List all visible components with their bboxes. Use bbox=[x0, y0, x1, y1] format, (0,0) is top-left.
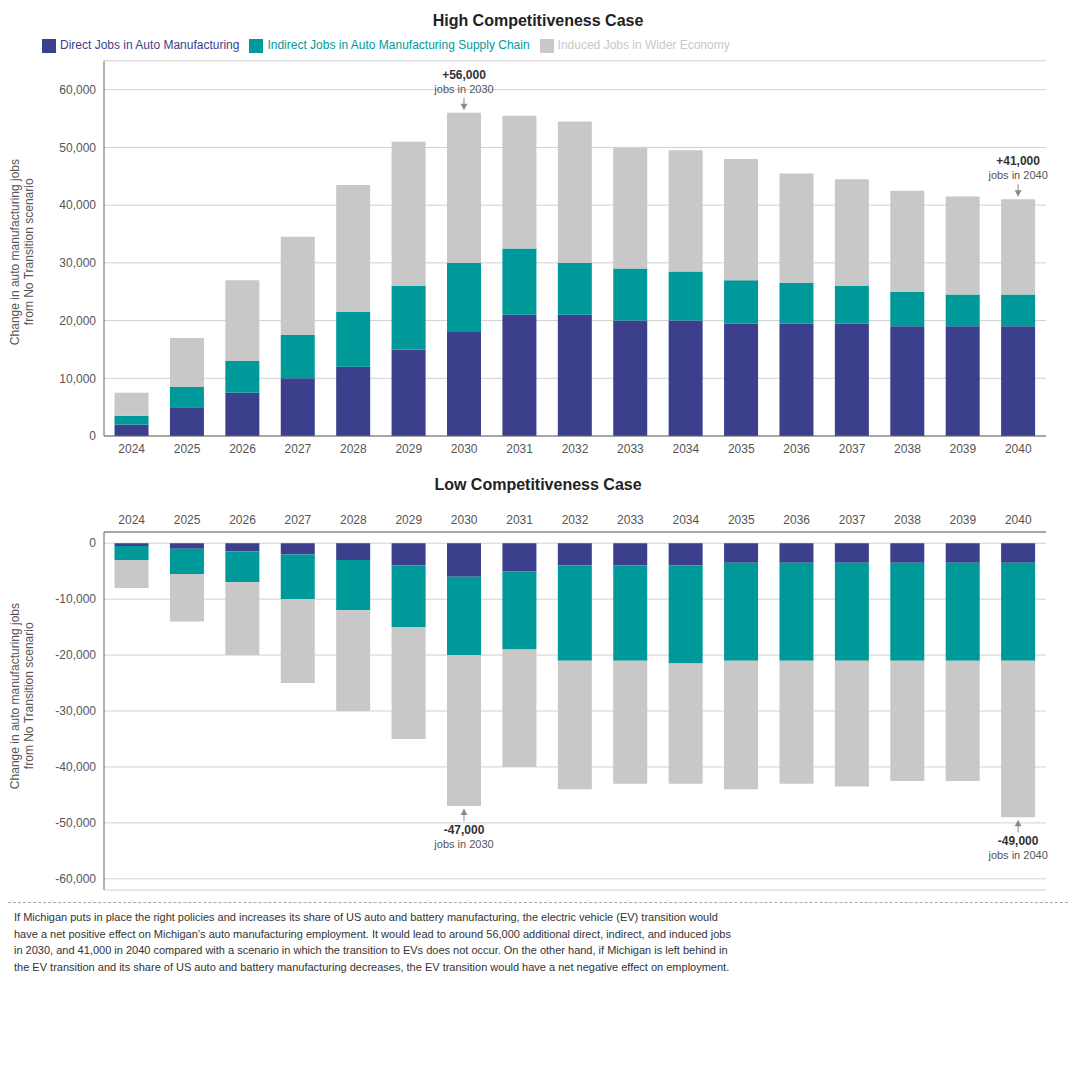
html-text:Change in auto manufacturing j: Change in auto manufacturing jobs from N… bbox=[8, 602, 36, 790]
svg-text:2026: 2026 bbox=[229, 442, 256, 456]
html-text:Direct Jobs in Auto Manufactur: Direct Jobs in Auto Manufacturing bbox=[60, 38, 240, 52]
svg-text:-60,000: -60,000 bbox=[55, 872, 96, 886]
svg-text:jobs in 2040: jobs in 2040 bbox=[987, 169, 1047, 181]
svg-text:0: 0 bbox=[89, 429, 96, 443]
svg-text:2040: 2040 bbox=[1005, 513, 1032, 527]
svg-text:2036: 2036 bbox=[783, 513, 810, 527]
html-text:High Competitiveness Case: High Competitiveness Case bbox=[432, 12, 644, 29]
svg-text:+41,000: +41,000 bbox=[996, 154, 1040, 168]
svg-text:2035: 2035 bbox=[728, 513, 755, 527]
svg-text:jobs in 2040: jobs in 2040 bbox=[987, 849, 1047, 861]
svg-text:2024: 2024 bbox=[118, 513, 145, 527]
svg-text:2034: 2034 bbox=[672, 442, 699, 456]
svg-text:20,000: 20,000 bbox=[59, 314, 96, 328]
svg-text:60,000: 60,000 bbox=[59, 83, 96, 97]
svg-text:2038: 2038 bbox=[894, 513, 921, 527]
svg-text:2032: 2032 bbox=[562, 442, 589, 456]
svg-text:2029: 2029 bbox=[395, 513, 422, 527]
svg-text:2039: 2039 bbox=[950, 442, 977, 456]
svg-text:30,000: 30,000 bbox=[59, 256, 96, 270]
svg-text:+56,000: +56,000 bbox=[442, 68, 486, 82]
svg-text:2028: 2028 bbox=[340, 442, 367, 456]
svg-text:2037: 2037 bbox=[839, 513, 866, 527]
svg-text:-20,000: -20,000 bbox=[55, 648, 96, 662]
svg-text:0: 0 bbox=[89, 536, 96, 550]
svg-text:-40,000: -40,000 bbox=[55, 760, 96, 774]
svg-text:50,000: 50,000 bbox=[59, 141, 96, 155]
svg-text:2031: 2031 bbox=[506, 513, 533, 527]
svg-text:2033: 2033 bbox=[617, 442, 644, 456]
svg-text:2036: 2036 bbox=[783, 442, 810, 456]
svg-text:2025: 2025 bbox=[174, 442, 201, 456]
html-text:If Michigan puts in place the: If Michigan puts in place the right poli… bbox=[14, 911, 731, 973]
svg-text:jobs in 2030: jobs in 2030 bbox=[433, 83, 493, 95]
svg-text:-10,000: -10,000 bbox=[55, 592, 96, 606]
svg-text:2025: 2025 bbox=[174, 513, 201, 527]
html-text:Change in auto manufacturing j: Change in auto manufacturing jobs from N… bbox=[8, 158, 36, 346]
svg-text:jobs in 2030: jobs in 2030 bbox=[433, 838, 493, 850]
svg-text:2027: 2027 bbox=[285, 442, 312, 456]
svg-text:2026: 2026 bbox=[229, 513, 256, 527]
svg-text:2035: 2035 bbox=[728, 442, 755, 456]
svg-text:-47,000: -47,000 bbox=[444, 823, 485, 837]
html-text:Induced Jobs in Wider Economy: Induced Jobs in Wider Economy bbox=[557, 38, 730, 52]
svg-text:2029: 2029 bbox=[395, 442, 422, 456]
svg-text:40,000: 40,000 bbox=[59, 198, 96, 212]
svg-text:2034: 2034 bbox=[672, 513, 699, 527]
svg-text:2030: 2030 bbox=[451, 513, 478, 527]
svg-text:2040: 2040 bbox=[1005, 442, 1032, 456]
svg-text:2037: 2037 bbox=[839, 442, 866, 456]
svg-text:2032: 2032 bbox=[562, 513, 589, 527]
svg-text:2031: 2031 bbox=[506, 442, 533, 456]
html-text:Low Competitiveness Case: Low Competitiveness Case bbox=[434, 476, 642, 493]
svg-text:-50,000: -50,000 bbox=[55, 816, 96, 830]
svg-text:10,000: 10,000 bbox=[59, 372, 96, 386]
svg-text:2030: 2030 bbox=[451, 442, 478, 456]
svg-text:2027: 2027 bbox=[285, 513, 312, 527]
svg-text:2033: 2033 bbox=[617, 513, 644, 527]
svg-text:-49,000: -49,000 bbox=[998, 834, 1039, 848]
html-text:Indirect Jobs in Auto Manufact: Indirect Jobs in Auto Manufacturing Supp… bbox=[267, 38, 530, 52]
svg-text:2024: 2024 bbox=[118, 442, 145, 456]
svg-text:-30,000: -30,000 bbox=[55, 704, 96, 718]
svg-text:2039: 2039 bbox=[950, 513, 977, 527]
svg-text:2028: 2028 bbox=[340, 513, 367, 527]
svg-text:2038: 2038 bbox=[894, 442, 921, 456]
